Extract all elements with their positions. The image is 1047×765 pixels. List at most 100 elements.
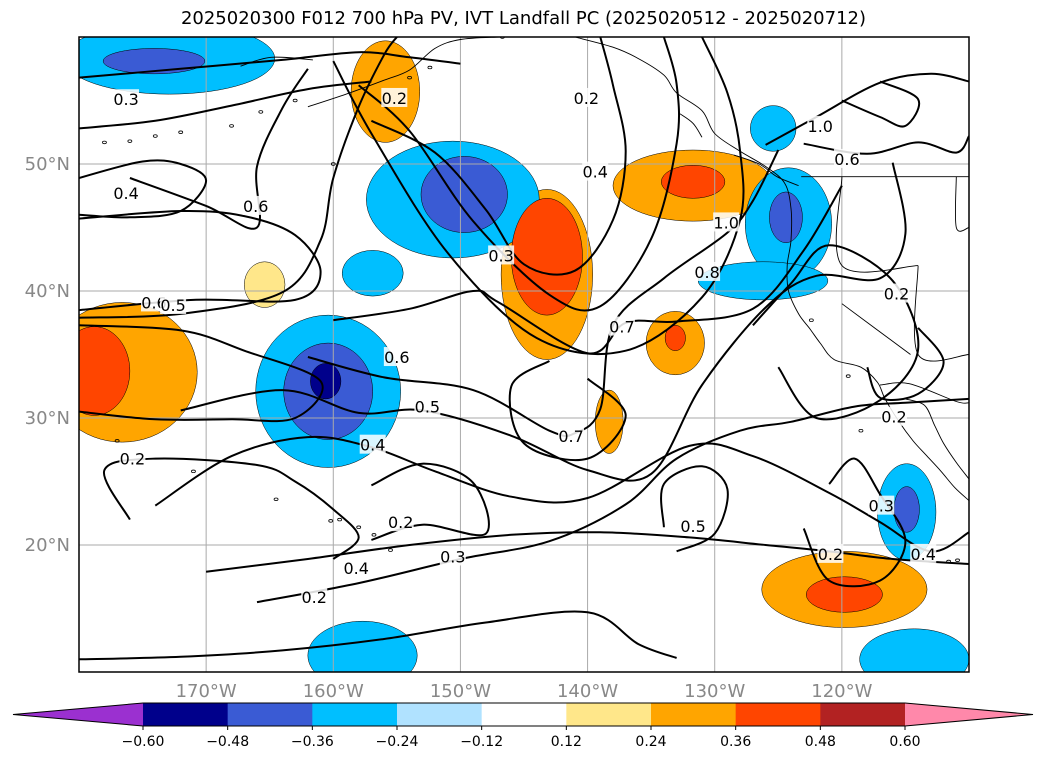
contour-label-bg (160, 294, 187, 314)
pv-shaded-region (661, 165, 726, 199)
contour-label-bg (868, 495, 895, 515)
lon-tick-label: 170°W (176, 681, 237, 702)
contour-label-bg (439, 546, 466, 566)
colorbar-bin (397, 703, 483, 726)
coastline (574, 37, 969, 501)
ivt-contour-line (765, 72, 969, 146)
ivt-contour-line (79, 324, 324, 423)
colorbar-tick-label: 0.36 (720, 734, 751, 750)
contour-label-bg (807, 115, 834, 135)
pv-shaded-region (511, 198, 583, 316)
contour-label-bg (694, 261, 721, 281)
contour-label: 0.2 (382, 89, 407, 108)
colorbar: −0.60 −0.48 −0.36 −0.24 −0.12 0.12 0.24 0.36 0.4… (12, 702, 1034, 750)
contour-label: 0.5 (160, 296, 185, 315)
colorbar-extend-high (905, 703, 1033, 726)
island (356, 525, 362, 529)
contour-labels: 0.30.40.60.2 0.20.40.31.00.81.00.60.20.60… (113, 87, 937, 607)
ivt-contour-line (752, 244, 920, 421)
coastline (307, 37, 499, 108)
contour-label: 0.8 (694, 263, 719, 282)
island (292, 98, 298, 103)
island (955, 558, 960, 562)
pv-shaded-region (307, 620, 418, 672)
contour-label-bg (817, 543, 844, 563)
colorbar-bin (312, 703, 398, 726)
ivt-contour-line (841, 80, 921, 128)
colorbar-tick-label: −0.12 (460, 734, 503, 750)
island (388, 548, 393, 552)
island (328, 519, 334, 523)
island (127, 139, 133, 143)
contour-label-bg (301, 587, 328, 607)
island (427, 65, 433, 70)
island (273, 497, 279, 501)
pv-shaded-region (79, 326, 131, 416)
ivt-contour-line (79, 159, 208, 219)
contour-label-bg (414, 396, 441, 416)
contour-label-bg (343, 557, 370, 577)
pv-shaded-region (769, 191, 803, 243)
ivt-contour-line (103, 457, 360, 560)
lat-tick-label: 40°N (25, 281, 70, 302)
lon-tick-label: 120°W (811, 681, 872, 702)
colorbar-bin (227, 703, 313, 726)
coastline (678, 112, 703, 138)
lat-tick-label: 20°N (25, 535, 70, 556)
colorbar-tick-label: −0.24 (376, 734, 419, 750)
contour-label-bg (573, 87, 600, 107)
contour-label: 0.4 (911, 545, 936, 564)
coastline (835, 176, 919, 273)
colorbar-extend-low (13, 703, 143, 726)
contour-label: 0.5 (415, 398, 440, 417)
contour-label-bg (387, 512, 414, 532)
coastline (905, 398, 969, 480)
island (407, 75, 412, 80)
contour-label-bg (608, 316, 635, 336)
colorbar-tick-label: −0.36 (291, 734, 334, 750)
contour-label: 0.3 (440, 547, 465, 566)
ivt-contour-line (79, 209, 322, 312)
ivt-contours (79, 37, 969, 661)
contour-label-bg (680, 515, 707, 535)
contour-label-bg (113, 89, 140, 109)
colorbar-tick-label: 0.12 (551, 734, 582, 750)
pv-shading-layer (79, 37, 969, 672)
contour-label-bg (488, 245, 515, 265)
ivt-contour-line (508, 360, 627, 461)
ivt-contour-line (370, 462, 490, 541)
colorbar-tick-label: 0.48 (805, 734, 836, 750)
pv-shaded-region (893, 486, 920, 533)
island (191, 469, 196, 474)
contour-label-bg (383, 347, 410, 367)
contour-label: 1.0 (713, 213, 738, 232)
contour-label: 0.6 (384, 348, 409, 367)
island (858, 429, 864, 433)
ivt-contour-line (79, 51, 461, 79)
contour-label: 0.3 (869, 497, 894, 516)
island (152, 134, 158, 138)
pv-shaded-region (750, 105, 797, 152)
ivt-contour-line (256, 397, 969, 604)
contour-label-bg (558, 425, 585, 445)
ivt-contour-line (866, 327, 945, 401)
island (114, 439, 120, 443)
contour-label: 0.4 (360, 436, 385, 455)
pv-shaded-region (102, 48, 206, 75)
ivt-contour-line (79, 80, 372, 130)
colorbar-tick-label: −0.48 (206, 734, 249, 750)
contour-label: 0.4 (343, 559, 368, 578)
ivt-contour-line (660, 465, 729, 553)
contour-label-bg (833, 148, 860, 168)
pv-shaded-region (806, 576, 883, 613)
pv-shaded-region (859, 628, 969, 672)
contour-label: 0.6 (243, 197, 268, 216)
colorbar-tick-label: 0.24 (635, 734, 666, 750)
contour-label-bg (242, 195, 269, 215)
coastline (954, 176, 969, 232)
contour-label: 0.4 (582, 163, 607, 182)
lat-tick-label: 50°N (25, 154, 70, 175)
contour-label: 0.7 (609, 318, 634, 337)
page-title: 2025020300 F012 700 hPa PV, IVT Landfall… (180, 8, 867, 29)
